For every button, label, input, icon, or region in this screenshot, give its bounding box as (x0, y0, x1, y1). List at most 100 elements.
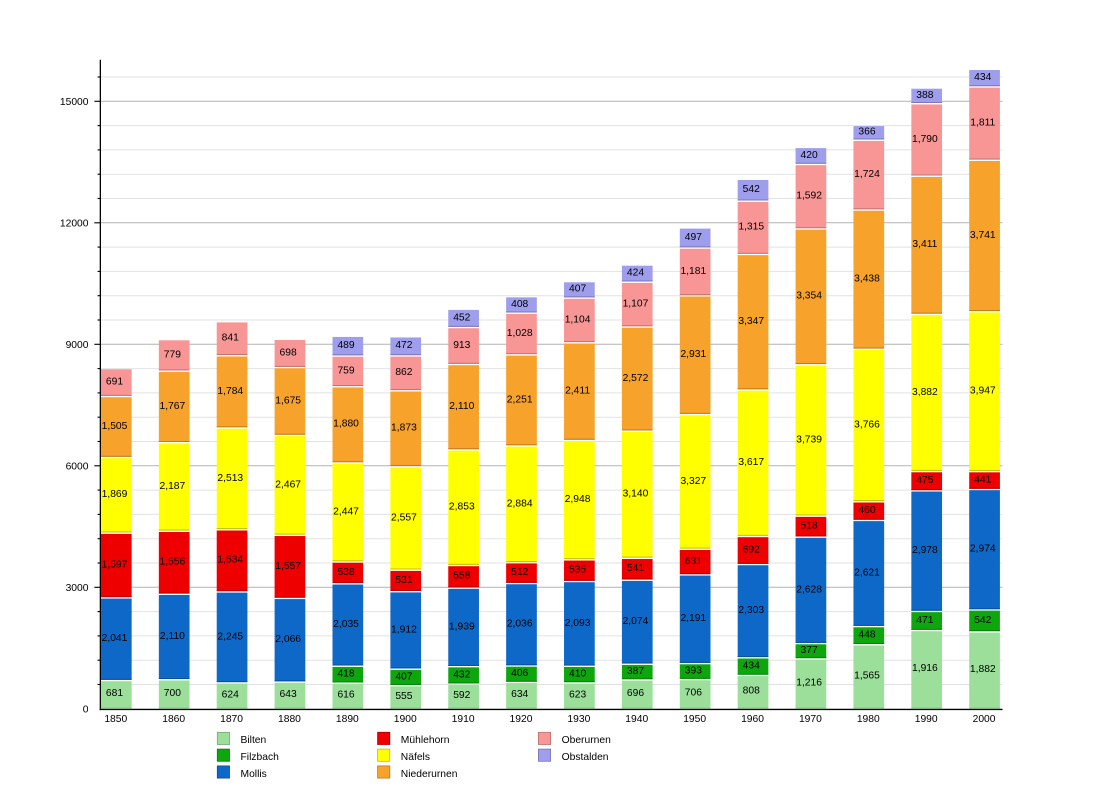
svg-text:3,354: 3,354 (796, 291, 822, 302)
svg-text:1920: 1920 (510, 714, 533, 725)
svg-text:1,724: 1,724 (854, 169, 880, 180)
svg-text:1,790: 1,790 (912, 134, 938, 145)
svg-text:542: 542 (743, 184, 760, 195)
svg-text:808: 808 (743, 686, 760, 697)
svg-text:555: 555 (395, 691, 412, 702)
svg-text:1850: 1850 (104, 714, 127, 725)
svg-text:3,739: 3,739 (796, 434, 822, 445)
svg-text:418: 418 (337, 669, 354, 680)
svg-text:558: 558 (453, 571, 470, 582)
svg-text:2,093: 2,093 (565, 618, 591, 629)
svg-text:407: 407 (395, 671, 412, 682)
svg-text:3,438: 3,438 (854, 274, 880, 285)
svg-text:1,767: 1,767 (159, 401, 185, 412)
svg-text:420: 420 (801, 150, 818, 161)
svg-text:631: 631 (685, 556, 702, 567)
svg-text:2,251: 2,251 (507, 394, 533, 405)
svg-text:1950: 1950 (683, 714, 706, 725)
svg-text:706: 706 (685, 688, 702, 699)
svg-text:1,811: 1,811 (970, 117, 995, 128)
svg-text:472: 472 (395, 340, 412, 351)
svg-text:691: 691 (106, 376, 123, 387)
svg-text:2,110: 2,110 (160, 631, 185, 642)
svg-text:1,107: 1,107 (623, 298, 649, 309)
svg-text:Obstalden: Obstalden (562, 752, 609, 763)
svg-text:1,784: 1,784 (217, 386, 243, 397)
svg-text:2,467: 2,467 (275, 479, 301, 490)
svg-text:452: 452 (453, 312, 470, 323)
svg-text:2,447: 2,447 (333, 506, 359, 517)
svg-text:913: 913 (453, 340, 470, 351)
svg-text:2,884: 2,884 (507, 498, 533, 509)
svg-text:3,327: 3,327 (680, 476, 706, 487)
svg-text:1,505: 1,505 (102, 421, 128, 432)
svg-text:531: 531 (395, 575, 412, 586)
svg-text:1960: 1960 (741, 714, 764, 725)
svg-text:1930: 1930 (567, 714, 590, 725)
svg-text:3,947: 3,947 (970, 386, 996, 397)
svg-text:497: 497 (685, 232, 702, 243)
svg-text:1,880: 1,880 (333, 419, 359, 430)
svg-text:1,556: 1,556 (159, 557, 185, 568)
svg-text:862: 862 (395, 367, 412, 378)
svg-text:1,592: 1,592 (796, 191, 822, 202)
svg-text:475: 475 (916, 475, 933, 486)
svg-text:535: 535 (569, 565, 586, 576)
svg-text:441: 441 (974, 474, 991, 485)
svg-text:759: 759 (337, 365, 354, 376)
svg-text:779: 779 (164, 349, 181, 360)
svg-text:2000: 2000 (973, 714, 996, 725)
svg-text:Niederurnen: Niederurnen (401, 769, 458, 780)
svg-text:518: 518 (801, 521, 818, 532)
svg-text:1,873: 1,873 (391, 423, 417, 434)
svg-text:2,931: 2,931 (680, 349, 706, 360)
svg-text:2,036: 2,036 (507, 619, 533, 630)
svg-text:624: 624 (222, 689, 239, 700)
svg-text:623: 623 (569, 689, 586, 700)
svg-text:407: 407 (569, 284, 586, 295)
svg-text:388: 388 (916, 90, 933, 101)
svg-text:3,741: 3,741 (970, 230, 996, 241)
svg-text:Näfels: Näfels (401, 752, 430, 763)
svg-text:1900: 1900 (394, 714, 417, 725)
svg-text:1,216: 1,216 (796, 677, 822, 688)
svg-text:Oberurnen: Oberurnen (562, 735, 612, 746)
svg-text:1860: 1860 (162, 714, 185, 725)
svg-text:512: 512 (511, 567, 528, 578)
svg-text:9000: 9000 (66, 340, 89, 351)
svg-text:1,597: 1,597 (102, 559, 128, 570)
svg-text:681: 681 (106, 688, 123, 699)
svg-text:3000: 3000 (66, 583, 89, 594)
svg-text:698: 698 (280, 347, 297, 358)
svg-text:2,303: 2,303 (738, 605, 764, 616)
svg-text:3,882: 3,882 (912, 387, 938, 398)
svg-text:432: 432 (453, 669, 470, 680)
svg-text:2,974: 2,974 (970, 544, 996, 555)
svg-text:1970: 1970 (799, 714, 822, 725)
svg-text:15000: 15000 (60, 97, 89, 108)
svg-text:366: 366 (858, 127, 875, 138)
svg-text:387: 387 (627, 666, 644, 677)
svg-text:616: 616 (337, 690, 354, 701)
svg-text:406: 406 (511, 668, 528, 679)
svg-text:2,110: 2,110 (449, 401, 474, 412)
svg-text:2,513: 2,513 (217, 473, 243, 484)
svg-text:1,557: 1,557 (275, 561, 301, 572)
svg-text:1,315: 1,315 (738, 222, 764, 233)
svg-text:12000: 12000 (60, 219, 89, 230)
svg-text:424: 424 (627, 267, 644, 278)
svg-text:1,912: 1,912 (391, 624, 417, 635)
svg-text:3,347: 3,347 (738, 316, 764, 327)
svg-text:434: 434 (974, 72, 991, 83)
svg-text:1,869: 1,869 (102, 489, 128, 500)
svg-text:1980: 1980 (857, 714, 880, 725)
svg-text:2,191: 2,191 (680, 613, 706, 624)
svg-text:3,617: 3,617 (738, 457, 764, 468)
svg-text:2,411: 2,411 (565, 386, 590, 397)
svg-text:1,675: 1,675 (275, 395, 301, 406)
svg-text:434: 434 (743, 660, 760, 671)
svg-text:643: 643 (280, 689, 297, 700)
svg-text:1940: 1940 (625, 714, 648, 725)
svg-text:2,245: 2,245 (217, 631, 243, 642)
svg-text:1880: 1880 (278, 714, 301, 725)
